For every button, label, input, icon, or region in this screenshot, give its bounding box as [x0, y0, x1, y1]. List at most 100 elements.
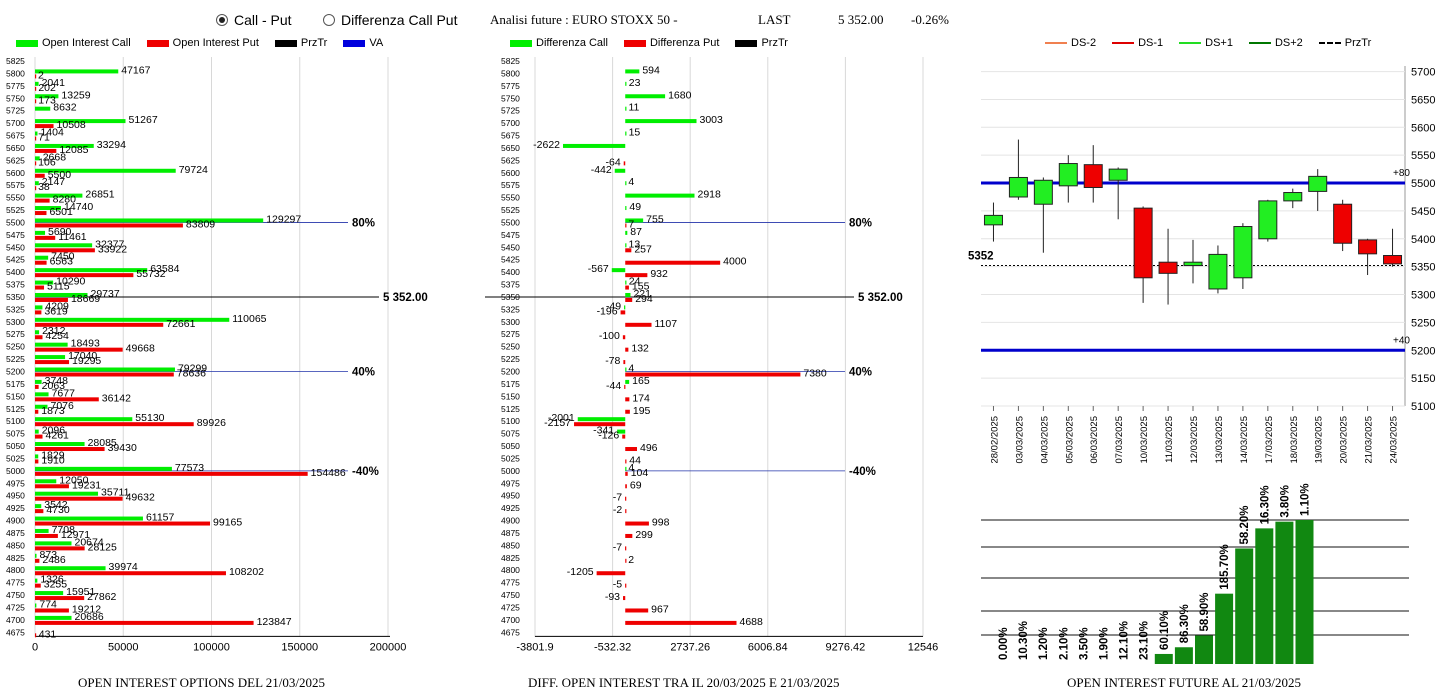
strike-label: 4750 [501, 590, 520, 600]
bar-call [35, 317, 230, 322]
y-tick-label: 5150 [1411, 373, 1435, 385]
bar-value-label: 774 [39, 598, 57, 610]
bar-value-label: 7380 [803, 368, 827, 380]
bar-put [625, 546, 627, 551]
mark-label: -40% [352, 466, 379, 478]
legend-future-item: DS-1 [1112, 37, 1163, 49]
bar-value-label: 998 [652, 517, 670, 529]
bar-call [625, 218, 644, 223]
bar-value-label: 35711 [101, 487, 130, 499]
bar-call [35, 143, 94, 148]
bar-call [35, 417, 133, 422]
chart-open-interest-future: 0.00% 10.30% 1.20% 2.10% 3.50% 1.90% 12.10% 23.… [981, 483, 1409, 664]
bar-put [35, 558, 40, 563]
mark-label: -40% [849, 466, 876, 478]
bar-value-label: 13 [629, 238, 641, 250]
strike-label: 4775 [6, 578, 25, 588]
chart-open-interest-options: 0 50000 100000 150000 200000 5825 5800 5775 5750… [6, 56, 428, 653]
bar-call [35, 591, 64, 596]
bar-call [563, 143, 626, 148]
strike-label: 4725 [501, 602, 520, 612]
strike-label: 5675 [501, 131, 520, 141]
strike-label: 5600 [6, 168, 25, 178]
bar-value-label: 108202 [229, 566, 264, 578]
strike-label: 5150 [6, 391, 25, 401]
bar-value-label: 12050 [59, 474, 88, 486]
bar-value-label: 2 [628, 554, 634, 566]
bar-put [35, 310, 42, 315]
bar-value-label: -2 [613, 504, 622, 516]
strike-label: 4875 [6, 528, 25, 538]
bar-value-label: 11 [628, 102, 639, 114]
bar-put [35, 409, 39, 414]
bar-value-label: 106 [38, 156, 56, 168]
y-tick-label: 5250 [1411, 317, 1435, 329]
bar-value-label: 17040 [68, 350, 97, 362]
bar-value-label: 24 [629, 276, 641, 288]
legend-diff: Differenza Call Differenza Put PrzTr [510, 37, 800, 49]
bar-put [35, 285, 45, 290]
bar-put [625, 372, 801, 377]
strike-label: 5125 [6, 404, 25, 414]
bar-value-label: 4688 [739, 616, 763, 628]
y-tick-label: 5450 [1411, 206, 1435, 218]
y-tick-label: 5400 [1411, 234, 1435, 246]
bar-value-label: 72661 [166, 318, 195, 330]
candle-body [1233, 226, 1253, 279]
bar-put [35, 509, 44, 514]
strike-label: 5750 [501, 93, 520, 103]
bar-value-label: -100 [599, 330, 620, 342]
strike-label: 5200 [6, 367, 25, 377]
bar-put [35, 99, 37, 104]
legend-options-label: Open Interest Call [42, 37, 131, 49]
bar-value-label: -341 [593, 425, 614, 437]
strike-label: 5600 [501, 168, 520, 178]
strike-label: 5700 [6, 118, 25, 128]
strike-label: 5575 [6, 180, 25, 190]
candle-body [1308, 175, 1328, 192]
bar-put [625, 484, 627, 489]
bar-value-label: 29737 [90, 288, 119, 300]
bar-value-label: 2918 [697, 189, 721, 201]
strike-label: 5425 [501, 255, 520, 265]
bar-put [35, 596, 85, 601]
candle-body [1383, 255, 1403, 265]
bar-value-label: 1829 [41, 449, 65, 461]
legend-options-item: Open Interest Call [16, 37, 131, 49]
strike-label: 5300 [501, 317, 520, 327]
bar-value-label: 129297 [266, 213, 301, 225]
bar-put [35, 360, 70, 365]
bar-value-label: 12085 [59, 144, 88, 156]
bar-call [35, 615, 72, 620]
bar-call [35, 553, 37, 558]
bar-value-label: 14740 [64, 201, 93, 213]
bar-put [35, 521, 211, 526]
bar-value-label: 47167 [121, 64, 150, 76]
bar-value-label: 79724 [179, 164, 208, 176]
bar-put [35, 347, 123, 352]
legend-future-swatch [1179, 42, 1202, 44]
bar-put [622, 434, 626, 439]
radio-differenza[interactable]: Differenza Call Put [323, 12, 457, 28]
mark-label: 40% [352, 367, 375, 379]
candle-body [1208, 253, 1228, 290]
legend-options-label: VA [369, 37, 384, 49]
bar-value-label: 2063 [42, 380, 66, 392]
radio-call-put-label: Call - Put [234, 12, 292, 28]
radio-call-put[interactable]: Call - Put [216, 12, 292, 28]
strike-label: 5400 [501, 267, 520, 277]
bar-put [625, 223, 627, 228]
candle-body [1083, 164, 1103, 189]
date-label: 21/03/2025 [1364, 416, 1375, 464]
bar-value-label: 4209 [45, 300, 69, 312]
legend-future-item: DS+1 [1179, 37, 1233, 49]
candle-body [1008, 176, 1028, 198]
bar-value-label: 2147 [42, 176, 66, 188]
x-tick-label: 200000 [370, 641, 407, 653]
bar-put [35, 173, 45, 178]
bar-put [35, 372, 174, 377]
bar-value-label: 49668 [126, 343, 155, 355]
bar-value-label: 18493 [71, 338, 100, 350]
mark-label: 80% [352, 217, 375, 229]
date-label: 04/03/2025 [1039, 416, 1050, 464]
